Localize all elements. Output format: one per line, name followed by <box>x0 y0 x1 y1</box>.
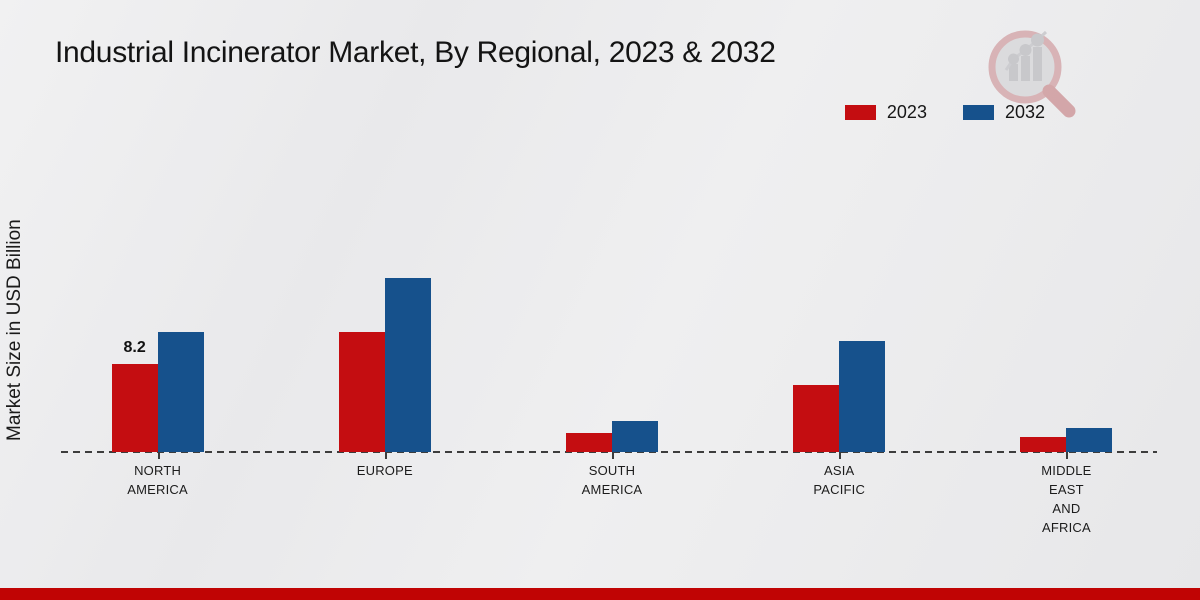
legend: 2023 2032 <box>844 102 1045 123</box>
chart-title: Industrial Incinerator Market, By Region… <box>55 36 776 69</box>
bar-pair <box>338 278 431 452</box>
legend-item-2023: 2023 <box>844 102 927 123</box>
bar-pair: 8.2 <box>111 332 204 452</box>
bar-pair <box>1020 428 1113 452</box>
bar-pair <box>793 341 886 452</box>
magnifier-bar-chart-logo-icon <box>988 30 1076 118</box>
legend-label-2023: 2023 <box>886 102 927 122</box>
axis-tick-middle-east-and-africa <box>1066 452 1069 459</box>
bar-2032-north-america <box>157 332 204 452</box>
x-axis-dashed-baseline <box>61 451 1157 453</box>
y-axis-label: Market Size in USD Billion <box>4 219 25 441</box>
bar-2032-europe <box>384 278 431 452</box>
category-label-line: EAST <box>1049 482 1084 497</box>
bar-pair <box>566 421 658 452</box>
bar-2032-south-america <box>612 421 658 452</box>
legend-item-2032: 2032 <box>962 102 1045 123</box>
legend-label-2032: 2032 <box>1004 102 1045 122</box>
category-label-line: AFRICA <box>1041 520 1091 535</box>
axis-tick-asia-pacific <box>839 452 842 459</box>
category-label-line: AND <box>1052 501 1081 516</box>
bar-2023-south-america <box>566 433 612 452</box>
category-label-line: AMERICA <box>581 482 643 497</box>
category-label-line: SOUTH <box>588 463 636 478</box>
category-label-europe: EUROPE <box>305 461 465 480</box>
legend-swatch-2023 <box>844 105 876 120</box>
legend-swatch-2032 <box>962 105 994 120</box>
category-label-line: MIDDLE <box>1041 463 1092 478</box>
axis-tick-europe <box>384 452 387 459</box>
bar-2032-asia-pacific <box>839 341 886 452</box>
category-label-asia-pacific: ASIA PACIFIC <box>759 461 919 499</box>
category-label-line: EUROPE <box>356 463 413 478</box>
category-label-line: PACIFIC <box>813 482 866 497</box>
data-label-north-america-2023: 8.2 <box>123 339 146 356</box>
category-label-middle-east-and-africa: MIDDLE EAST AND AFRICA <box>986 461 1146 537</box>
axis-tick-north-america <box>157 452 160 459</box>
bar-2032-middle-east-and-africa <box>1066 428 1113 452</box>
axis-tick-south-america <box>612 452 614 459</box>
category-label-line: ASIA <box>823 463 855 478</box>
category-label-line: NORTH <box>134 463 182 478</box>
bar-2023-europe <box>338 332 385 452</box>
category-label-north-america: NORTH AMERICA <box>78 461 238 499</box>
category-label-line: AMERICA <box>127 482 188 497</box>
bar-2023-asia-pacific <box>793 385 840 452</box>
bar-2023-middle-east-and-africa <box>1020 437 1067 452</box>
bar-2023-north-america: 8.2 <box>111 339 158 452</box>
footer-accent-bar <box>0 588 1200 600</box>
category-label-south-america: SOUTH AMERICA <box>532 461 692 499</box>
